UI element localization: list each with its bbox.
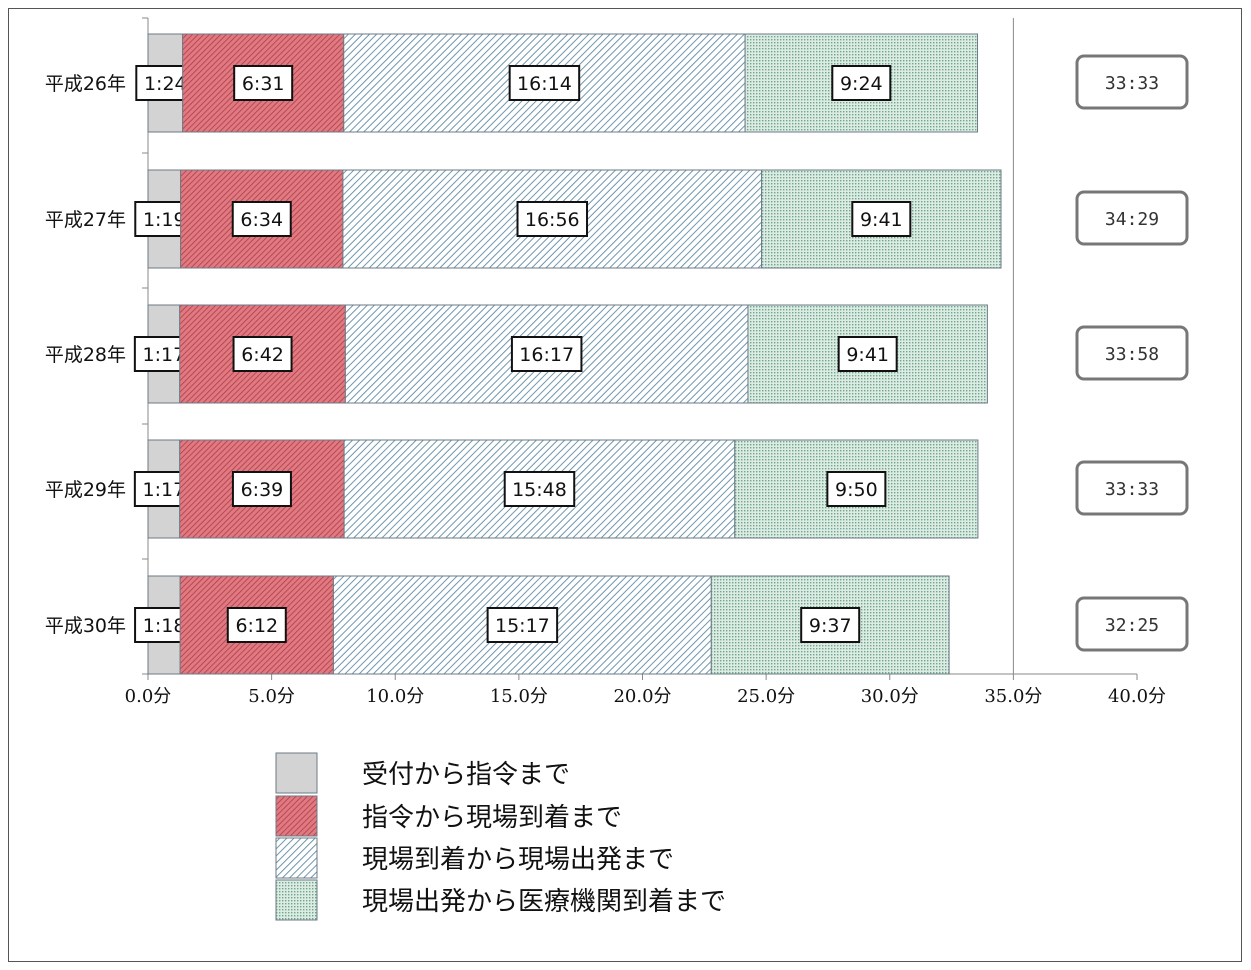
data-label-box	[508, 65, 581, 101]
total-label: 33:33	[1105, 73, 1159, 94]
data-label: 6:39	[241, 479, 284, 501]
data-label-box	[516, 201, 589, 237]
data-label: 6:42	[241, 344, 284, 366]
data-label-box	[826, 471, 887, 507]
category-label: 平成30年	[45, 615, 126, 637]
data-label-box	[831, 65, 892, 101]
data-label-box	[503, 471, 576, 507]
legend-swatch	[275, 795, 318, 837]
total-box	[1075, 596, 1189, 652]
total-box	[1075, 54, 1189, 110]
data-label: 16:14	[517, 73, 572, 95]
data-label: 16:17	[519, 344, 574, 366]
bar-segment	[179, 439, 345, 539]
data-label-box	[226, 607, 287, 643]
x-tick-label: 0.0分	[125, 686, 172, 707]
data-label: 15:48	[512, 479, 567, 501]
legend-swatch	[275, 837, 318, 879]
data-label: 9:37	[809, 615, 852, 637]
data-label-box	[486, 607, 559, 643]
category-label: 平成28年	[45, 344, 126, 366]
data-label: 1:17	[143, 344, 186, 366]
x-tick-label: 35.0分	[984, 686, 1042, 707]
data-label-box	[837, 336, 898, 372]
data-label-box	[510, 336, 583, 372]
data-label-box	[231, 471, 292, 507]
total-label: 33:33	[1105, 479, 1159, 500]
legend-label: 現場出発から医療機関到着まで	[362, 887, 726, 917]
data-label-box	[232, 336, 293, 372]
bar-segment	[179, 304, 346, 404]
total-box	[1075, 325, 1189, 381]
legend-swatch	[275, 752, 318, 794]
total-box	[1075, 190, 1189, 246]
data-label: 1:19	[143, 209, 186, 231]
data-label: 6:31	[242, 73, 285, 95]
data-label: 9:41	[860, 209, 903, 231]
total-label: 34:29	[1105, 209, 1159, 230]
legend-swatch	[275, 879, 318, 921]
data-label: 1:18	[143, 615, 186, 637]
category-label: 平成26年	[45, 73, 126, 95]
data-label: 9:50	[835, 479, 878, 501]
data-label-box	[233, 65, 294, 101]
data-label-box	[851, 201, 912, 237]
total-box	[1075, 460, 1189, 516]
data-label-box	[231, 201, 292, 237]
data-label: 6:34	[240, 209, 283, 231]
x-tick-label: 5.0分	[248, 686, 295, 707]
legend-label: 受付から指令まで	[362, 760, 570, 790]
total-label: 33:58	[1105, 344, 1159, 365]
x-tick-label: 15.0分	[490, 686, 548, 707]
legend-label: 現場到着から現場出発まで	[362, 845, 674, 875]
x-tick-label: 30.0分	[861, 686, 919, 707]
data-label-box	[800, 607, 861, 643]
category-label: 平成27年	[45, 209, 126, 231]
data-label: 1:24	[144, 73, 187, 95]
data-label: 6:12	[235, 615, 278, 637]
x-tick-label: 10.0分	[366, 686, 424, 707]
data-label: 15:17	[495, 615, 550, 637]
data-label: 16:56	[525, 209, 580, 231]
data-label: 1:17	[143, 479, 186, 501]
x-tick-label: 40.0分	[1108, 686, 1166, 707]
data-label: 9:41	[846, 344, 889, 366]
x-tick-label: 25.0分	[737, 686, 795, 707]
x-tick-label: 20.0分	[613, 686, 671, 707]
category-label: 平成29年	[45, 479, 126, 501]
data-label: 9:24	[840, 73, 883, 95]
total-label: 32:25	[1105, 615, 1159, 636]
legend-label: 指令から現場到着まで	[362, 803, 622, 833]
